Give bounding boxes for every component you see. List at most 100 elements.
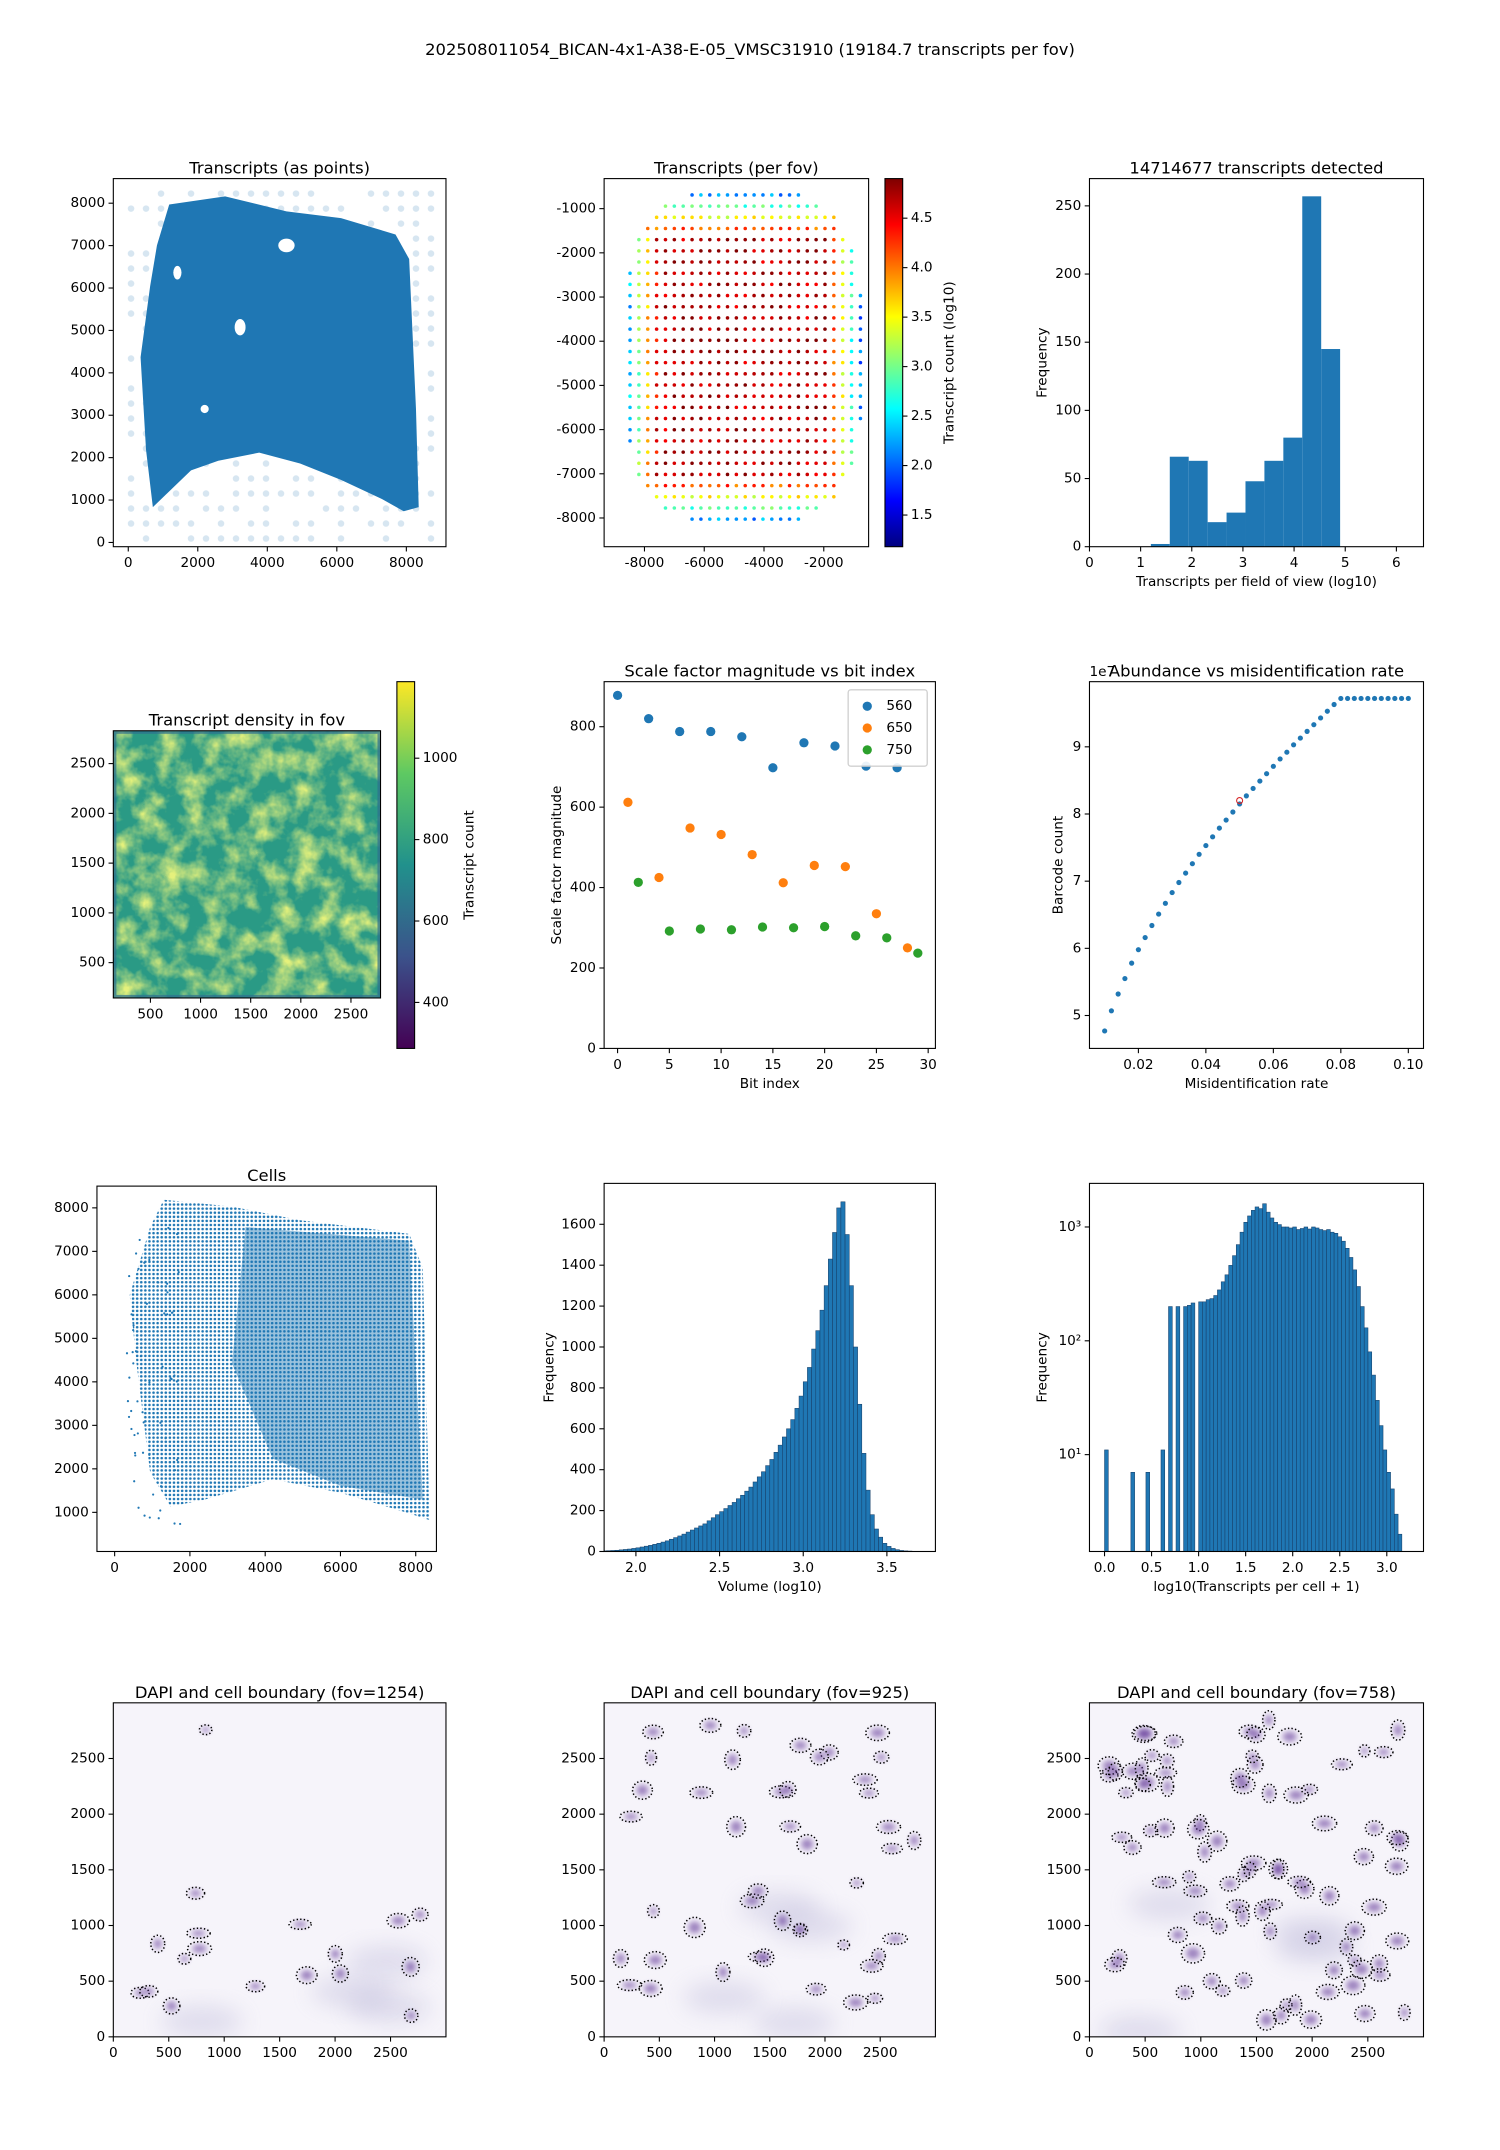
cell-boundary: [1271, 1858, 1285, 1880]
fov-outline-point: [262, 475, 270, 482]
cell-boundary: [1206, 1830, 1228, 1853]
fov-outline-point: [292, 475, 300, 482]
cell-boundary: [1246, 1755, 1264, 1774]
x-tick-label: 8000: [389, 555, 424, 571]
bar: [1345, 1247, 1350, 1552]
fov-dot: [725, 193, 730, 197]
nucleus: [1179, 1988, 1190, 1997]
cell-point: [142, 1421, 145, 1424]
fov-dot: [716, 249, 721, 253]
bar: [1207, 522, 1227, 547]
fov-dot: [672, 349, 677, 354]
fov-dot: [645, 327, 650, 331]
plot-area: [1104, 1203, 1406, 1552]
fov-dot: [725, 450, 730, 454]
fov-dot: [645, 237, 650, 242]
bar: [723, 1508, 729, 1552]
cell-point: [159, 1509, 162, 1512]
cell-point: [161, 1365, 164, 1368]
fov-dot: [672, 495, 677, 499]
fov-dot: [743, 327, 748, 331]
fov-dot: [787, 249, 792, 253]
x-axis-label: Volume (log10): [718, 1579, 822, 1595]
fov-dot: [832, 338, 836, 343]
bar: [756, 1476, 762, 1552]
nucleus: [782, 1784, 793, 1795]
cell-point: [175, 1380, 178, 1383]
axes-frame: [112, 730, 382, 999]
bar: [819, 1309, 825, 1552]
cell-boundary: [792, 1922, 809, 1938]
cell-boundary: [1299, 2010, 1323, 2030]
nucleus: [192, 1944, 207, 1953]
nucleus: [624, 1813, 638, 1820]
bar: [1292, 1226, 1297, 1552]
fov-dot: [752, 260, 756, 264]
fov-dot: [628, 304, 632, 309]
fov-dot: [778, 383, 783, 387]
fov-outline-point: [382, 535, 390, 542]
x-tick-label: 4000: [250, 555, 285, 571]
fov-outline-point: [427, 205, 435, 212]
fov-dot: [814, 360, 818, 365]
nucleus: [1214, 1921, 1224, 1931]
density-noise: [113, 730, 381, 998]
nucleus: [153, 1938, 162, 1950]
x-axis-label: Misidentification rate: [1185, 1076, 1329, 1092]
nucleus: [1276, 2010, 1286, 2021]
fov-outline-point: [187, 190, 195, 197]
fov-dot: [858, 349, 863, 354]
point: [830, 741, 840, 751]
fov-dot: [716, 506, 721, 510]
fov-dot: [752, 327, 756, 331]
fov-dot: [752, 394, 756, 398]
fov-dot: [654, 405, 659, 410]
cell-boundary: [288, 1918, 312, 1931]
fov-dot: [663, 439, 668, 443]
fov-outline-point: [292, 190, 300, 197]
y-tick-label: 1000: [561, 1918, 596, 1934]
point: [1331, 701, 1337, 708]
y-tick-label: 3000: [54, 1417, 89, 1433]
fov-dot: [761, 226, 765, 231]
cell-boundary: [1390, 1719, 1406, 1741]
bar: [882, 1543, 888, 1552]
nucleus: [1391, 1833, 1404, 1842]
cell-boundary: [683, 1916, 706, 1939]
fov-dot: [645, 226, 650, 231]
fov-dot: [699, 304, 703, 309]
point: [1257, 778, 1263, 784]
fov-dot: [761, 249, 765, 253]
fov-dot: [645, 427, 650, 432]
fov-dot: [840, 405, 845, 410]
bar: [1326, 1229, 1331, 1552]
fov-outline-point: [412, 325, 420, 332]
fov-dot: [761, 349, 765, 354]
fov-dot: [734, 271, 739, 275]
y-tick-label: 1000: [1047, 1918, 1082, 1934]
x-tick-label: 1.0: [1188, 1560, 1210, 1576]
fov-dot: [787, 394, 792, 398]
point: [820, 921, 830, 932]
fov-dot: [708, 237, 712, 242]
fov-dot: [787, 338, 792, 343]
cell-boundary: [643, 1950, 668, 1970]
bar: [648, 1545, 653, 1552]
point: [1311, 722, 1317, 728]
fov-dot: [654, 495, 659, 499]
point: [1189, 861, 1195, 867]
cell-boundary: [1353, 1847, 1375, 1866]
fov-dot: [770, 338, 774, 343]
fov-dot: [699, 271, 703, 275]
bar: [798, 1395, 804, 1552]
fov-outline-point: [427, 340, 435, 347]
fov-dot: [787, 439, 792, 443]
cell-point: [136, 1432, 139, 1435]
fov-dot: [681, 383, 685, 387]
fov-outline-point: [427, 265, 435, 272]
bar: [1254, 1206, 1260, 1552]
x-tick-label: 0.04: [1191, 1057, 1221, 1073]
fov-dot: [752, 416, 756, 421]
y-tick-label: 1500: [70, 855, 105, 871]
x-tick-label: 25: [868, 1057, 885, 1073]
